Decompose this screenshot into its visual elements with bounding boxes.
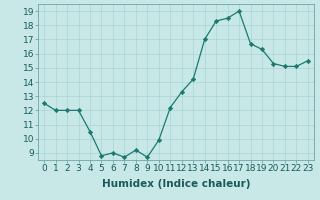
- X-axis label: Humidex (Indice chaleur): Humidex (Indice chaleur): [102, 179, 250, 189]
